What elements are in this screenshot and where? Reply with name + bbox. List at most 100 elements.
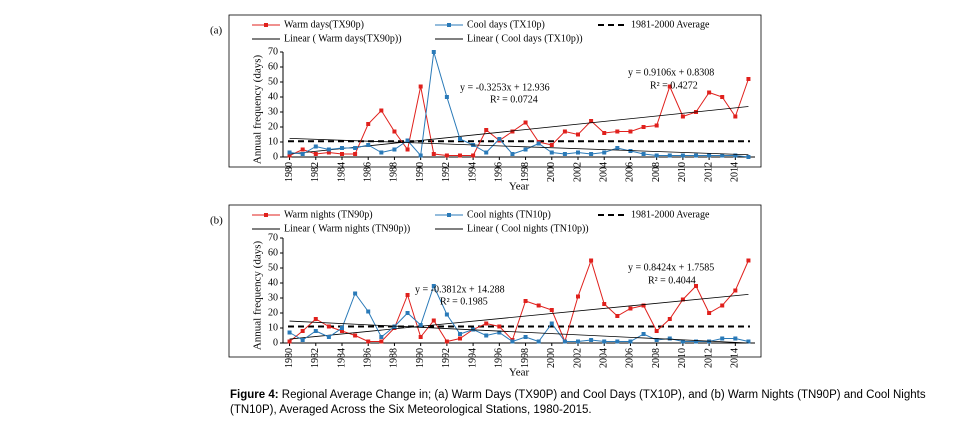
marker <box>300 338 305 342</box>
x-axis-label: Year <box>509 181 530 193</box>
marker <box>444 339 449 344</box>
marker <box>484 128 489 132</box>
y-axis-label: Annual frequency (days) <box>252 54 264 164</box>
x-tick-label: 2002 <box>572 348 583 368</box>
marker <box>379 108 384 113</box>
marker <box>523 147 528 152</box>
marker <box>733 288 738 293</box>
x-tick-label: 1980 <box>284 162 295 182</box>
y-tick-label: 70 <box>268 232 278 243</box>
x-tick-label: 1998 <box>520 162 531 182</box>
marker <box>497 330 502 335</box>
marker <box>615 314 620 318</box>
marker <box>694 339 698 344</box>
marker <box>392 324 397 329</box>
marker <box>300 152 305 156</box>
legend-label: Cool days (TX10p) <box>467 19 545 30</box>
y-tick-label: 0 <box>273 151 278 162</box>
marker <box>510 339 515 344</box>
marker <box>418 335 423 339</box>
y-tick-label: 20 <box>268 307 278 318</box>
marker <box>366 122 371 126</box>
y-tick-label: 50 <box>268 262 278 273</box>
marker <box>720 303 725 308</box>
y-tick-label: 50 <box>268 76 278 87</box>
marker <box>287 150 292 155</box>
y-tick-label: 30 <box>268 106 278 117</box>
marker <box>549 150 554 155</box>
marker <box>707 311 712 315</box>
marker <box>497 324 502 329</box>
annotation: y = 0.9106x + 0.8308 <box>628 67 714 78</box>
x-tick-label: 1988 <box>389 348 400 368</box>
marker <box>589 258 594 263</box>
marker <box>353 333 358 338</box>
marker <box>444 95 449 99</box>
trend-line <box>289 320 749 344</box>
marker <box>654 329 659 333</box>
marker <box>340 152 344 156</box>
marker <box>549 321 554 326</box>
marker <box>576 294 580 299</box>
marker <box>589 338 594 342</box>
marker <box>576 132 580 137</box>
marker <box>680 297 685 302</box>
x-tick-label: 1990 <box>415 348 426 368</box>
marker <box>654 153 659 158</box>
series-line <box>289 78 749 156</box>
marker <box>431 152 436 156</box>
legend-label: Cool nights (TN10p) <box>467 209 551 220</box>
x-tick-label: 2006 <box>625 348 636 368</box>
marker <box>628 339 633 344</box>
marker <box>340 146 344 150</box>
marker <box>641 332 646 336</box>
marker <box>654 123 659 128</box>
marker <box>667 153 672 158</box>
marker <box>379 150 384 155</box>
marker <box>379 335 384 339</box>
marker <box>313 152 318 156</box>
annotation: R² = 0.1985 <box>440 296 488 307</box>
panel-frame <box>228 204 762 358</box>
marker <box>484 150 489 155</box>
marker <box>628 129 633 134</box>
x-tick-label: 2004 <box>599 162 610 182</box>
legend-label: Warm nights (TN90p) <box>284 209 373 220</box>
x-tick-label: 2004 <box>599 348 610 368</box>
annotation: y = -0.3253x + 12.936 <box>460 82 550 93</box>
y-axis-label: Annual frequency (days) <box>252 240 264 350</box>
figure: (a) 0 10 20 30 40 50 60 70 1980 1982 1984 1986 1988 19… <box>210 14 762 379</box>
marker <box>733 336 738 341</box>
marker <box>313 329 318 333</box>
trend-line <box>289 293 749 340</box>
marker <box>746 339 751 344</box>
y-tick-label: 30 <box>268 292 278 303</box>
x-tick-label: 2000 <box>546 348 557 368</box>
legend-label: Linear ( Cool days (TX10p)) <box>467 33 583 44</box>
marker <box>694 284 698 288</box>
marker <box>287 330 292 335</box>
marker <box>366 309 371 314</box>
marker <box>418 84 423 89</box>
marker <box>536 303 541 308</box>
marker <box>589 119 594 123</box>
y-tick-label: 40 <box>268 91 278 102</box>
marker <box>720 336 725 341</box>
x-tick-label: 1994 <box>467 348 478 368</box>
marker <box>326 150 331 155</box>
marker <box>431 50 436 54</box>
trend-line <box>289 106 749 155</box>
marker <box>641 303 646 308</box>
marker <box>667 84 672 89</box>
panel-label: (b) <box>210 215 223 227</box>
marker <box>353 146 358 150</box>
marker <box>340 326 344 330</box>
marker <box>576 150 580 155</box>
marker <box>720 153 725 158</box>
x-tick-label: 1998 <box>520 348 531 368</box>
caption-label: Figure 4: <box>230 389 279 401</box>
caption-text: Regional Average Change in; (a) Warm Day… <box>230 389 926 416</box>
legend-label: Linear ( Warm days(TX90p)) <box>284 33 402 44</box>
x-axis-label: Year <box>509 367 530 379</box>
marker <box>366 143 371 147</box>
